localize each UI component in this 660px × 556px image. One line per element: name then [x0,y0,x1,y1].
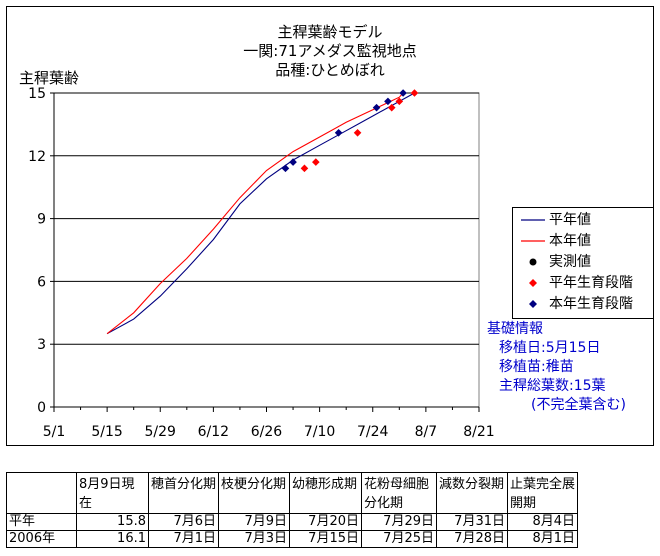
gridlines [54,92,479,345]
legend-swatch-measured [529,258,537,266]
normal-stage-marker [312,158,320,166]
legend-label-current-line: 本年値 [549,233,591,249]
legend: 平年値 本年値 実測値 平年生育段階 本年生育段階 [512,207,654,319]
current-stage-marker [289,158,297,166]
normal-leaf-age-line [106,92,415,335]
x-tick-label: 6/26 [251,424,283,440]
x-tick-label: 7/24 [357,424,389,440]
x-tick-label: 8/21 [463,424,494,440]
table-header-cell: 花粉母細胞分化期 [361,472,437,514]
x-tick-label: 5/29 [145,424,176,440]
x-tick-label: 5/1 [43,424,66,440]
table-row: 平年 15.8 7月6日 7月9日 7月20日 7月29日 7月31日 8月4日 [6,513,578,531]
chart-title-line-1: 主稈葉齢モデル [277,23,383,41]
normal-stage-marker [387,103,396,112]
axes [50,92,480,412]
growth-stage-table: 8月9日現在 穂首分化期 枝梗分化期 幼穂形成期 花粉母細胞分化期 減数分裂期 … [6,472,578,548]
current-stage-marker [372,103,381,112]
plot-area [53,92,480,408]
current-stage-marker [384,97,392,106]
tick-labels: 0 3 6 9 12 15 5/1 5/15 5/29 6/12 6/26 7/10 7/24 8/7 8/… [28,86,495,440]
table-cell: 7月20日 [289,513,362,531]
legend-label-normal-stage: 平年生育段階 [549,275,633,291]
table-header-cell: 減数分裂期 [436,472,508,514]
table-header-cell: 穂首分化期 [148,472,219,514]
table-header-cell: 幼穂形成期 [289,472,362,514]
legend-swatch-current-stage [529,300,537,308]
normal-stage-marker [410,89,419,97]
table-header-cell [6,472,77,514]
table-header-cell: 8月9日現在 [76,472,149,514]
basic-info-seedling: 移植苗:稚苗 [499,359,574,375]
basic-info-total-leaves: 主稈総葉数:15葉 [499,378,606,394]
basic-info-transplant-date: 移植日:5月15日 [499,340,601,356]
table-cell: 7月3日 [218,530,290,548]
chart-svg: 0 3 6 9 12 15 5/1 5/15 5/29 6/12 6/26 7/10 7/24 8/7 8/… [28,86,495,440]
table-cell: 7月29日 [361,513,437,531]
table-cell: 16.1 [76,530,149,548]
basic-info-note: (不完全葉含む) [531,397,626,413]
table-cell: 7月28日 [436,530,508,548]
table-header-row: 8月9日現在 穂首分化期 枝梗分化期 幼穂形成期 花粉母細胞分化期 減数分裂期 … [6,472,578,514]
normal-stage-marker [300,164,309,173]
legend-label-normal-line: 平年値 [549,212,591,228]
y-tick-label: 6 [37,274,46,290]
legend-label-measured: 実測値 [549,254,591,270]
legend-label-current-stage: 本年生育段階 [549,296,633,312]
legend-swatch-normal-stage [529,279,537,287]
y-axis-label: 主稈葉齢 [19,69,80,87]
x-tick-label: 6/12 [198,424,229,440]
table-cell: 7月31日 [436,513,508,531]
legend-swatch-current-line [521,240,545,242]
chart-title-line-2: 一関:71アメダス監視地点 [243,42,417,60]
x-tick-label: 7/10 [304,424,335,440]
table-cell: 15.8 [76,513,149,531]
table-row: 2006年 16.1 7月1日 7月3日 7月15日 7月25日 7月28日 8… [6,530,578,548]
chart-frame: 0 3 6 9 12 15 5/1 5/15 5/29 6/12 6/26 7/10 7/24 8/7 8/… [6,6,654,446]
table-cell: 7月1日 [148,530,219,548]
y-tick-label: 12 [28,149,46,165]
table-cell: 8月4日 [507,513,578,531]
table-cell: 8月1日 [507,530,578,548]
table-cell: 7月15日 [289,530,362,548]
legend-swatch-normal-line [521,219,545,221]
table-cell: 2006年 [6,530,77,548]
y-tick-label: 0 [37,400,46,416]
table-cell: 7月9日 [218,513,290,531]
normal-stage-marker [395,97,404,106]
table-cell: 7月25日 [361,530,437,548]
table-header-cell: 止葉完全展開期 [507,472,578,514]
current-leaf-age-line [106,92,404,335]
current-stage-marker [281,164,290,173]
y-tick-label: 15 [28,86,46,102]
table-cell: 7月6日 [148,513,219,531]
current-stage-marker [399,89,407,97]
basic-info: 基礎情報 移植日:5月15日 移植苗:稚苗 主稈総葉数:15葉 (不完全葉含む) [487,320,626,415]
chart-title-line-3: 品種:ひとめぼれ [275,61,385,79]
x-tick-label: 8/7 [415,424,438,440]
table-cell: 平年 [6,513,77,531]
table-header-cell: 枝梗分化期 [218,472,290,514]
y-tick-label: 3 [37,337,46,353]
y-tick-label: 9 [37,212,46,228]
x-tick-label: 5/15 [91,424,122,440]
basic-info-heading: 基礎情報 [487,321,543,337]
